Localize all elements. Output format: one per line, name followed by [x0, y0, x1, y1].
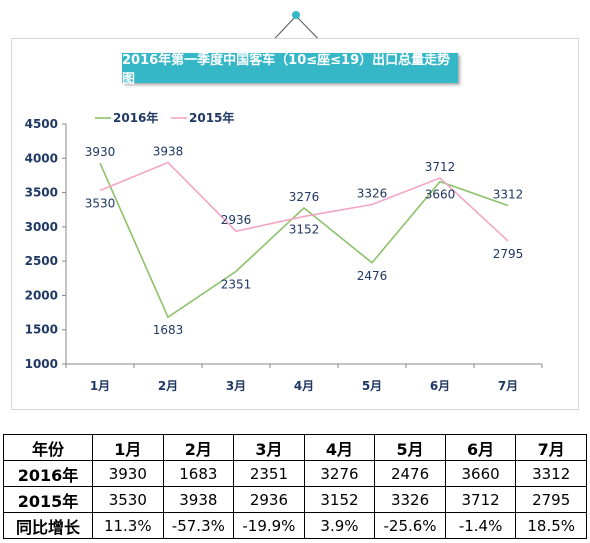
data-table: 年份 1月 2月 3月 4月 5月 6月 7月 2016年 3930 1683 2351 3276 24… — [3, 434, 587, 539]
series-line-0 — [99, 162, 509, 319]
table-header-month: 5月 — [374, 434, 446, 461]
table-cell: 3312 — [515, 460, 587, 487]
table-cell: 3530 — [92, 486, 164, 513]
table-cell: 3930 — [92, 460, 164, 487]
table-cell: 3660 — [444, 460, 517, 487]
table-header-month: 1月 — [92, 434, 164, 461]
table-row-label: 2015年 — [3, 486, 93, 513]
legend-label-0: 2016年 — [113, 110, 158, 125]
table-cell: 3152 — [303, 486, 376, 513]
table-cell: 2476 — [374, 460, 446, 487]
data-label-2015: 2936 — [221, 213, 252, 227]
table-row-label: 2016年 — [3, 460, 93, 487]
data-label-2015: 3712 — [425, 160, 456, 174]
table-cell: 18.5% — [515, 512, 587, 539]
table-header-month: 4月 — [303, 434, 376, 461]
table-cell: -19.9% — [233, 512, 305, 539]
chart-frame — [11, 38, 579, 410]
x-tick-label: 7月 — [498, 379, 518, 393]
table-cell: -57.3% — [162, 512, 235, 539]
y-tick-label: 2500 — [25, 254, 58, 268]
y-tick-label: 4000 — [25, 151, 58, 165]
x-tick-label: 6月 — [430, 379, 450, 393]
data-label-2015: 3152 — [289, 222, 320, 236]
table-header-month: 6月 — [444, 434, 517, 461]
x-tick-label: 2月 — [158, 379, 178, 393]
y-tick-label: 1500 — [25, 323, 58, 337]
data-label-2016: 3312 — [493, 187, 524, 201]
y-tick-label: 1000 — [25, 357, 58, 371]
y-tick-label: 3500 — [25, 186, 58, 200]
data-label-2015: 3938 — [153, 145, 184, 159]
table-header-year: 年份 — [3, 434, 93, 461]
table-cell: 11.3% — [92, 512, 164, 539]
table-header-month: 3月 — [233, 434, 305, 461]
data-label-2016: 3930 — [85, 145, 116, 159]
table-row: 同比增长 11.3% -57.3% -19.9% 3.9% -25.6% -1.4% 18.5… — [3, 512, 587, 539]
data-label-2016: 3276 — [289, 190, 320, 204]
x-tick-label: 5月 — [362, 379, 382, 393]
data-label-2015: 2795 — [493, 247, 524, 261]
x-tick-label: 1月 — [90, 379, 110, 393]
table-cell: -1.4% — [444, 512, 517, 539]
table-row-label: 同比增长 — [3, 512, 93, 539]
series-line-1 — [99, 161, 509, 242]
data-label-2016: 1683 — [153, 323, 184, 337]
table-cell: 3712 — [444, 486, 517, 513]
data-label-2016: 2351 — [221, 277, 252, 291]
chart-title: 2016年第一季度中国客车（10≤座≤19）出口总量走势图 — [122, 53, 458, 87]
legend-label-1: 2015年 — [189, 110, 234, 125]
data-label-2016: 3660 — [425, 188, 456, 202]
x-tick-label: 3月 — [226, 379, 246, 393]
table-header-month: 7月 — [515, 434, 587, 461]
y-tick-label: 3000 — [25, 220, 58, 234]
table-cell: 3326 — [374, 486, 446, 513]
table-row: 2015年 3530 3938 2936 3152 3326 3712 2795 — [3, 486, 587, 513]
y-tick-label: 2000 — [25, 288, 58, 302]
data-label-2015: 3326 — [357, 187, 388, 201]
table-cell: -25.6% — [374, 512, 446, 539]
table-cell: 1683 — [162, 460, 235, 487]
table-cell: 3276 — [303, 460, 376, 487]
table-cell: 3.9% — [303, 512, 376, 539]
x-tick-label: 4月 — [294, 379, 314, 393]
table-header-row: 年份 1月 2月 3月 4月 5月 6月 7月 — [3, 434, 587, 461]
table-cell: 3938 — [162, 486, 235, 513]
table-header-month: 2月 — [162, 434, 235, 461]
table-cell: 2936 — [233, 486, 305, 513]
table-row: 2016年 3930 1683 2351 3276 2476 3660 3312 — [3, 460, 587, 487]
data-label-2016: 2476 — [357, 269, 388, 283]
table-cell: 2351 — [233, 460, 305, 487]
data-label-2015: 3530 — [85, 197, 116, 211]
table-body: 2016年 3930 1683 2351 3276 2476 3660 3312 2015年 35… — [3, 460, 587, 539]
table-cell: 2795 — [515, 486, 587, 513]
line-chart: 1000 1500 2000 2500 3000 3500 4000 4500 1月 2月 3月 4月… — [25, 110, 543, 393]
y-tick-label: 4500 — [25, 117, 58, 131]
